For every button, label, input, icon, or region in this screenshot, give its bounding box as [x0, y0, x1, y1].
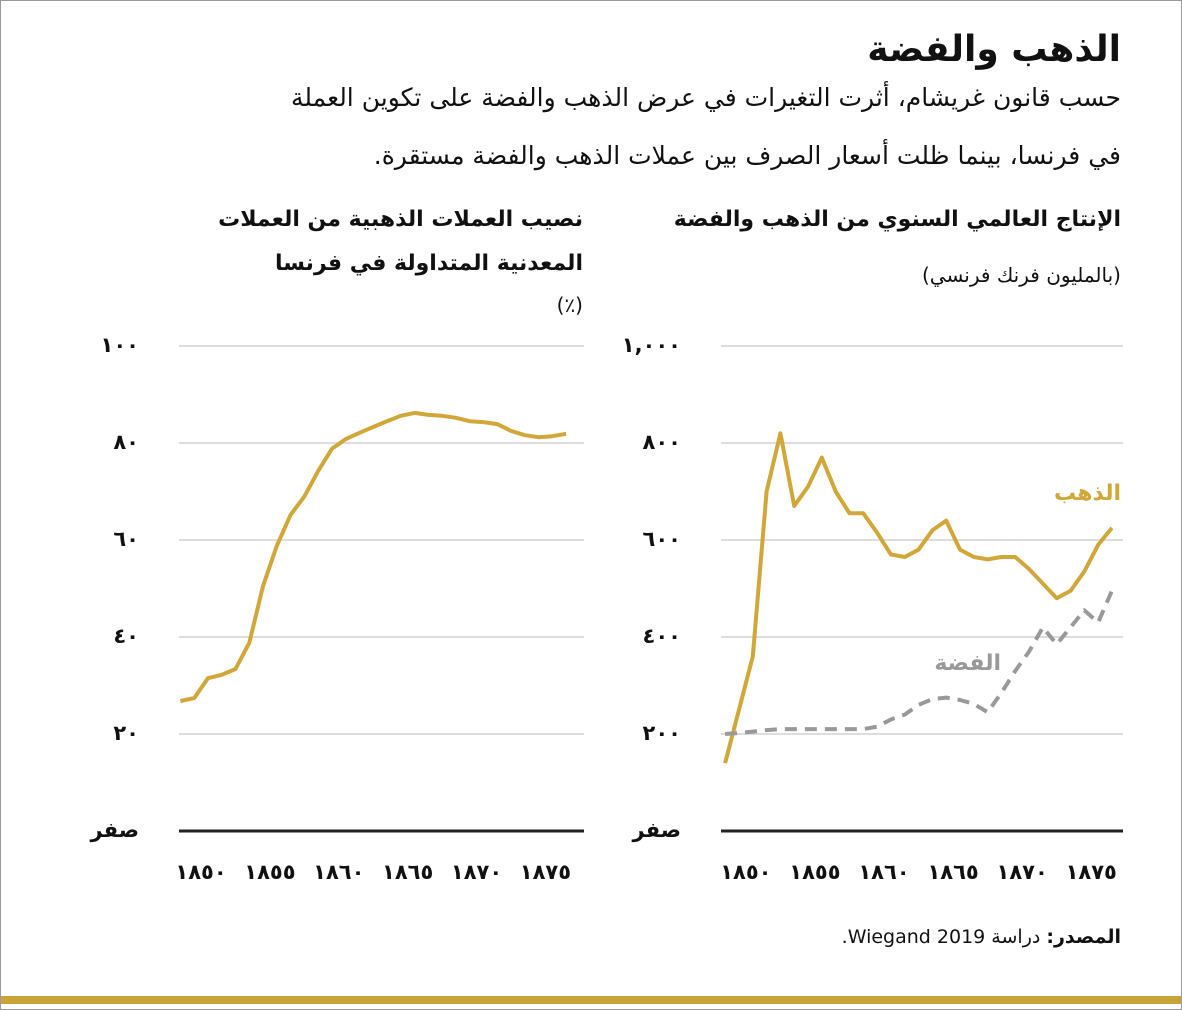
y-tick-label: ١,٠٠٠ [622, 333, 681, 357]
x-tick-label: ١٨٧٠ [997, 860, 1048, 884]
x-tick-label: ١٨٦٥ [382, 860, 433, 884]
y-tick-label: صفر [90, 818, 139, 842]
x-tick-label: ١٨٥٠ [175, 860, 226, 884]
subtitle-line: حسب قانون غريشام، أثرت التغيرات في عرض ا… [291, 83, 1121, 112]
y-tick-label: ٤٠ [113, 624, 139, 648]
footer-bar [1, 996, 1181, 1004]
series-label: الذهب [1054, 481, 1121, 506]
y-tick-label: ٦٠ [113, 527, 139, 551]
chart-title: نصيب العملات الذهبية من العملات [218, 207, 583, 232]
subtitle-line: في فرنسا، بينما ظلت أسعار الصرف بين عملا… [373, 141, 1121, 170]
series-label: الفضة [934, 651, 1001, 676]
x-tick-label: ١٨٧٥ [1066, 860, 1117, 884]
y-tick-label: ٨٠ [113, 430, 139, 454]
source: المصدر: دراسة Wiegand 2019. [842, 926, 1121, 948]
chart-unit: (٪) [556, 293, 583, 317]
x-tick-label: ١٨٥٠ [720, 860, 771, 884]
y-tick-label: ٤٠٠ [643, 624, 681, 648]
x-tick-label: ١٨٥٥ [244, 860, 295, 884]
series-line [179, 410, 567, 703]
x-tick-label: ١٨٧٥ [520, 860, 571, 884]
source-label: المصدر: [1046, 926, 1121, 948]
title: الذهب والفضة [867, 29, 1121, 70]
series-line [724, 590, 1114, 736]
chart-title: المعدنية المتداولة في فرنسا [275, 251, 583, 276]
x-tick-label: ١٨٧٠ [451, 860, 502, 884]
x-tick-label: ١٨٦٠ [313, 860, 364, 884]
x-tick-label: ١٨٥٥ [789, 860, 840, 884]
y-tick-label: ٢٠٠ [643, 721, 681, 745]
x-tick-label: ١٨٦٥ [927, 860, 978, 884]
y-tick-label: ٨٠٠ [643, 430, 681, 454]
y-tick-label: صفر [632, 818, 681, 842]
series-line [723, 431, 1114, 764]
y-tick-label: ٢٠ [113, 721, 139, 745]
source-text: دراسة Wiegand 2019. [841, 926, 1041, 948]
y-tick-label: ١٠٠ [101, 333, 139, 357]
chart-unit: (بالمليون فرنك فرنسي) [921, 263, 1121, 287]
y-tick-label: ٦٠٠ [643, 527, 681, 551]
chart-title: الإنتاج العالمي السنوي من الذهب والفضة [673, 207, 1121, 232]
x-tick-label: ١٨٦٠ [858, 860, 909, 884]
